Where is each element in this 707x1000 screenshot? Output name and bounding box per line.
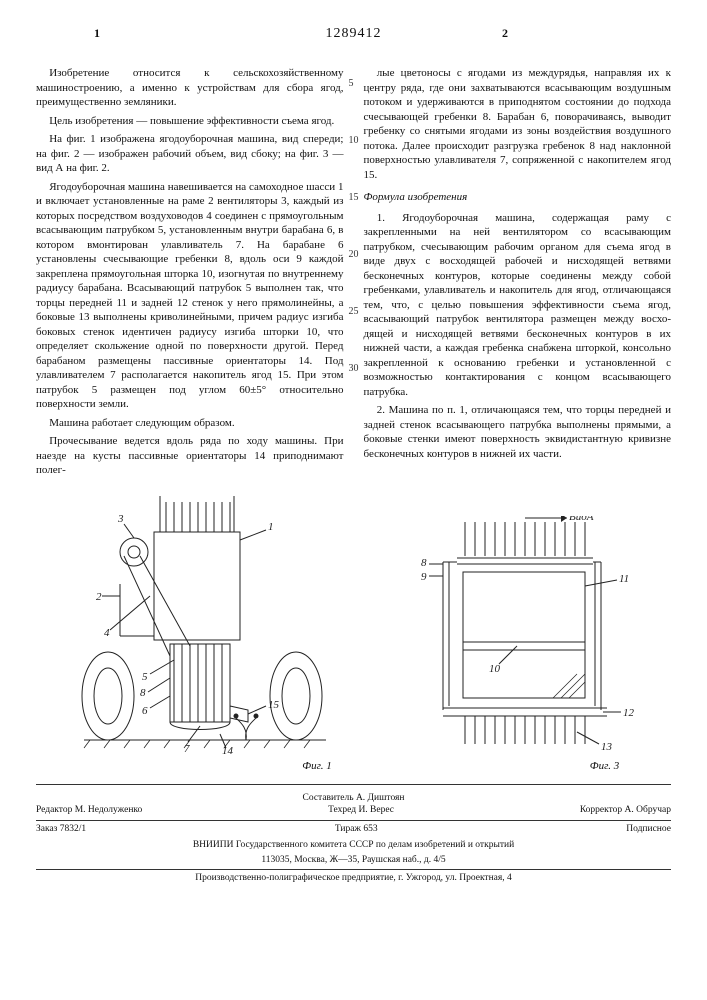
footer: Составитель А. Диштоян Редактор М. Недол… — [36, 784, 671, 885]
ref-7: 7 — [184, 743, 190, 755]
ref-3: 3 — [117, 513, 124, 525]
para: Прочесывание ведется вдоль ряда по ходу … — [36, 434, 344, 478]
figure-3: ВидА 8 9 11 10 12 13 Фиг. 3 — [417, 516, 637, 772]
patent-number: 1289412 — [326, 26, 382, 42]
sign: Подписное — [626, 824, 671, 836]
compiler-label: Составитель — [303, 793, 354, 803]
ref-vida: ВидА — [569, 516, 594, 523]
para: Изобретение относится к сельскохозяй­ств… — [36, 66, 344, 110]
fig1-svg: 1 2 3 4 5 6 7 8 14 15 — [70, 496, 350, 756]
ref-9: 9 — [421, 571, 427, 583]
figure-1: 1 2 3 4 5 6 7 8 14 15 Фиг. 1 — [70, 496, 350, 772]
body-columns: Изобретение относится к сельскохозяй­ств… — [36, 66, 671, 482]
ref-13: 13 — [601, 741, 613, 753]
para: На фиг. 1 изображена ягодоуборочная маши… — [36, 132, 344, 176]
fig3-label: Фиг. 3 — [417, 760, 637, 772]
ref-10: 10 — [489, 663, 501, 675]
ref-5: 5 — [142, 671, 148, 683]
footer-addr1: 113035, Москва, Ж—35, Раушская наб., д. … — [36, 855, 671, 867]
ref-8: 8 — [140, 687, 146, 699]
footer-org: ВНИИПИ Государственного комитета СССР по… — [36, 840, 671, 852]
order-num: 7832/1 — [60, 824, 86, 834]
column-left: Изобретение относится к сельскохозяй­ств… — [36, 66, 344, 482]
footer-addr2: Производственно-полиграфическое предприя… — [36, 869, 671, 885]
para: 2. Машина по п. 1, отличающаяся тем, что… — [364, 403, 672, 461]
para: Ягодоуборочная машина навешивается на са… — [36, 180, 344, 412]
corr-name: А. Обручар — [625, 805, 671, 815]
column-number-2: 2 — [502, 26, 508, 41]
editor-label: Редактор — [36, 805, 72, 815]
para: Цель изобретения — повышение эффек­тивно… — [36, 114, 344, 129]
ref-4: 4 — [104, 627, 110, 639]
column-right: лые цветоносы с ягодами из междурядья, н… — [364, 66, 672, 482]
ref-11: 11 — [619, 573, 629, 585]
figures-row: 1 2 3 4 5 6 7 8 14 15 Фиг. 1 — [36, 496, 671, 772]
tirazh-num: 653 — [363, 824, 377, 834]
column-number-1: 1 — [94, 26, 100, 41]
ref-1: 1 — [268, 521, 274, 533]
tech-name: И. Верес — [358, 805, 394, 815]
ref-12: 12 — [623, 707, 635, 719]
tech-label: Техред — [328, 805, 356, 815]
para: Машина работает следующим образом. — [36, 416, 344, 431]
compiler-name: А. Диштоян — [356, 793, 405, 803]
para: лые цветоносы с ягодами из междурядья, н… — [364, 66, 672, 182]
editor-name: М. Недолуженко — [75, 805, 143, 815]
order-label: Заказ — [36, 824, 57, 834]
fig3-svg: ВидА 8 9 11 10 12 13 — [417, 516, 637, 756]
ref-2: 2 — [96, 591, 102, 603]
corr-label: Корректор — [580, 805, 622, 815]
formula-title: Формула изобретения — [364, 190, 672, 205]
ref-14: 14 — [222, 745, 234, 756]
ref-15: 15 — [268, 699, 280, 711]
ref-6: 6 — [142, 705, 148, 717]
tirazh-label: Тираж — [335, 824, 361, 834]
ref-8: 8 — [421, 557, 427, 569]
para: 1. Ягодоуборочная машина, содержащая рам… — [364, 211, 672, 400]
fig1-label: Фиг. 1 — [70, 760, 350, 772]
